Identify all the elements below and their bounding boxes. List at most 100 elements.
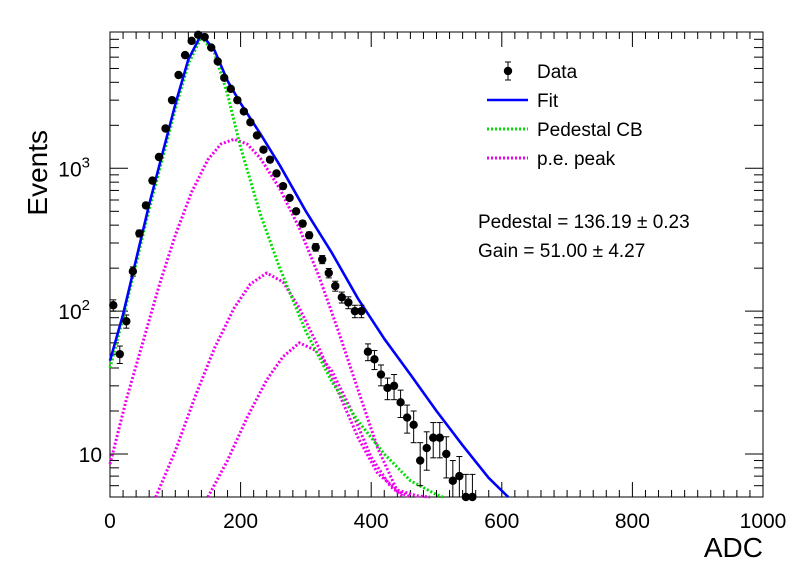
data-point — [461, 473, 471, 502]
x-tick-label: 0 — [104, 510, 116, 533]
pe-peak-curve — [206, 341, 405, 499]
marker — [180, 50, 190, 60]
marker — [363, 347, 373, 356]
legend-label: p.e. peak — [537, 149, 616, 170]
data-point — [278, 181, 288, 191]
data-point — [350, 304, 360, 319]
marker — [122, 317, 131, 326]
data-point — [337, 291, 347, 304]
pedestal-curve — [108, 35, 444, 499]
marker — [402, 413, 412, 422]
legend-entry: p.e. peak — [487, 149, 616, 170]
marker — [109, 301, 118, 310]
y-tick-label: 102 — [58, 297, 90, 324]
data-point — [115, 345, 124, 365]
marker — [291, 207, 301, 216]
data-point — [226, 84, 236, 94]
marker — [115, 349, 124, 359]
marker — [357, 306, 366, 316]
data-point — [239, 107, 249, 116]
marker — [337, 293, 347, 302]
data-point — [435, 422, 444, 459]
legend: Data Fit Pedestal CB p.e. peak — [487, 61, 643, 170]
marker — [285, 193, 294, 203]
marker — [207, 43, 216, 52]
data-point — [193, 30, 203, 40]
plot-frame — [109, 31, 764, 498]
marker — [383, 383, 392, 393]
data-point — [376, 364, 386, 387]
data-point — [220, 73, 229, 83]
data-point — [174, 70, 183, 80]
marker — [331, 281, 340, 291]
legend-label: Pedestal CB — [537, 120, 643, 141]
data-point — [167, 95, 177, 105]
marker — [415, 456, 425, 465]
data-point — [180, 50, 190, 60]
marker — [128, 267, 138, 276]
marker — [154, 152, 164, 162]
data-point — [442, 436, 451, 479]
marker — [344, 298, 353, 307]
data-point — [429, 422, 438, 459]
data-point — [396, 389, 405, 419]
marker — [455, 471, 464, 481]
y-tick-label: 103 — [58, 154, 90, 181]
data-point — [383, 377, 392, 401]
data-point — [455, 456, 464, 497]
data-point — [187, 36, 196, 46]
data-point — [311, 243, 320, 252]
data-point — [304, 231, 314, 240]
data-point — [161, 124, 170, 133]
data-point — [389, 374, 399, 401]
marker — [272, 169, 281, 178]
marker — [252, 131, 262, 140]
data-point — [415, 442, 425, 487]
marker — [304, 231, 314, 240]
marker — [200, 32, 209, 42]
marker — [409, 420, 418, 430]
y-tick-label: 10 — [79, 444, 102, 467]
data-point — [148, 176, 157, 185]
marker — [396, 398, 405, 407]
x-tick-label: 200 — [223, 510, 258, 533]
data-point — [402, 404, 412, 434]
marker — [429, 433, 438, 442]
marker — [370, 355, 379, 364]
marker — [324, 268, 333, 278]
marker — [448, 476, 458, 485]
data-point — [357, 304, 366, 319]
pe-peak-curve — [108, 137, 412, 499]
marker — [174, 70, 183, 80]
marker — [193, 30, 203, 40]
fit-annotation: Gain = 51.00 ± 4.27 — [478, 241, 645, 262]
legend-label: Data — [537, 62, 578, 83]
data-point — [448, 460, 458, 497]
marker — [213, 57, 222, 66]
marker — [167, 95, 177, 105]
data-point — [370, 350, 379, 371]
marker — [278, 181, 288, 191]
x-tick-label: 600 — [484, 510, 519, 533]
x-tick-label: 800 — [615, 510, 650, 533]
data-point — [324, 267, 333, 279]
marker — [298, 219, 307, 228]
marker — [187, 36, 196, 46]
data-point — [252, 131, 262, 140]
legend-entry: Pedestal CB — [487, 120, 643, 141]
data-point — [122, 314, 131, 329]
data-point — [246, 118, 255, 127]
marker — [442, 449, 451, 459]
marker — [135, 229, 144, 238]
marker — [311, 243, 320, 252]
marker — [350, 306, 360, 316]
data-point — [344, 296, 353, 310]
marker — [389, 381, 399, 391]
marker — [148, 176, 157, 185]
marker — [468, 492, 477, 502]
data-point — [154, 152, 164, 162]
data-point — [259, 145, 268, 154]
data-point — [233, 95, 242, 105]
data-point — [207, 43, 216, 52]
